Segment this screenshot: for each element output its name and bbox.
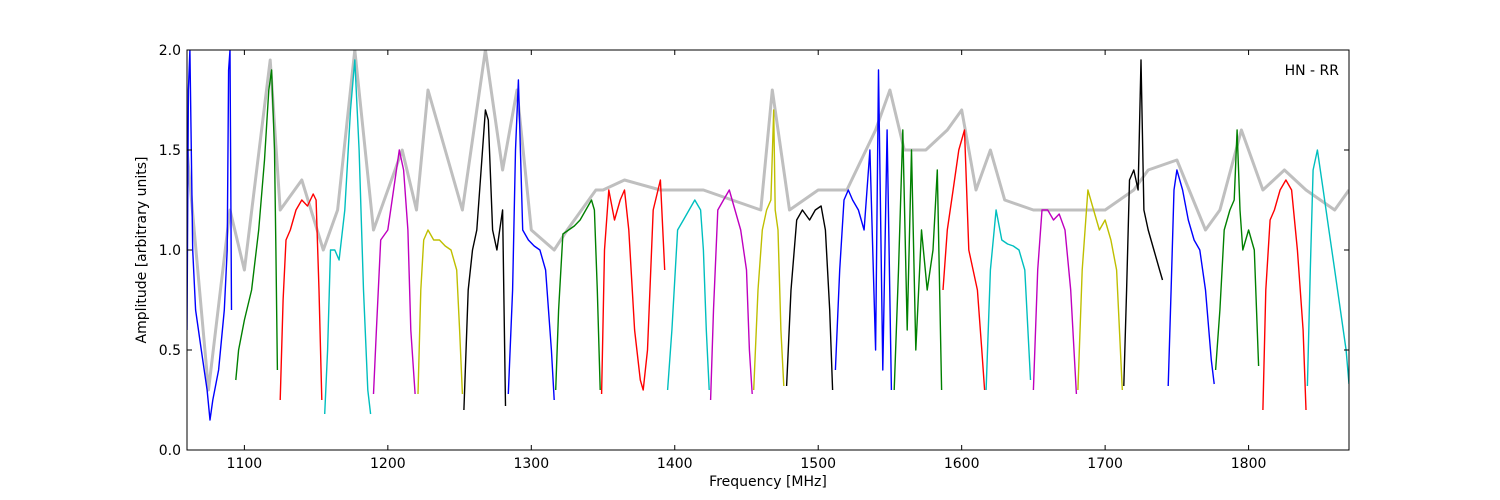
envelope-line bbox=[187, 50, 1349, 392]
x-tick-label: 1700 bbox=[1087, 456, 1123, 472]
annotation-label: HN - RR bbox=[1285, 63, 1340, 79]
series-line-3 bbox=[279, 193, 323, 401]
x-tick-label: 1200 bbox=[370, 456, 406, 472]
series-line-14 bbox=[785, 205, 834, 391]
x-tick-label: 1600 bbox=[944, 456, 980, 472]
series-line-8 bbox=[507, 79, 555, 401]
series-line-4 bbox=[324, 59, 372, 415]
y-tick-label: 2.0 bbox=[159, 43, 181, 59]
series-line-25 bbox=[1306, 149, 1349, 387]
series-line-17 bbox=[942, 129, 986, 391]
series-line-6 bbox=[417, 229, 464, 395]
series-line-24 bbox=[1262, 179, 1307, 411]
series-line-21 bbox=[1123, 59, 1164, 387]
y-axis-label: Amplitude [arbitrary units] bbox=[134, 157, 150, 344]
y-tick-label: 1.5 bbox=[159, 143, 181, 159]
x-tick-label: 1100 bbox=[227, 456, 263, 472]
series-line-10 bbox=[600, 179, 666, 395]
series-line-9 bbox=[555, 199, 601, 391]
y-tick-label: 1.0 bbox=[159, 243, 181, 259]
series-line-13 bbox=[753, 109, 785, 391]
series-line-1 bbox=[187, 50, 233, 421]
series-line-15 bbox=[834, 69, 893, 391]
x-tick-label: 1400 bbox=[657, 456, 693, 472]
x-axis-label: Frequency [MHz] bbox=[709, 474, 827, 490]
series-line-23 bbox=[1214, 129, 1260, 371]
series-line-22 bbox=[1167, 169, 1215, 387]
x-tick-label: 1500 bbox=[800, 456, 836, 472]
x-tick-label: 1300 bbox=[513, 456, 549, 472]
series-line-19 bbox=[1032, 209, 1078, 395]
series-line-16 bbox=[893, 129, 943, 391]
series-line-18 bbox=[985, 209, 1032, 391]
data-layer bbox=[187, 50, 1349, 421]
series-line-7 bbox=[463, 109, 507, 411]
series-line-5 bbox=[372, 149, 416, 395]
series-line-20 bbox=[1077, 189, 1123, 391]
x-tick-label: 1800 bbox=[1231, 456, 1267, 472]
y-tick-label: 0.0 bbox=[159, 443, 181, 459]
y-tick-label: 0.5 bbox=[159, 343, 181, 359]
series-line-11 bbox=[666, 199, 710, 391]
series-line-12 bbox=[709, 189, 753, 401]
series-line-2 bbox=[235, 69, 279, 381]
tick-layer: 1100 1200 1300 1400 1500 1600 1700 1800 0.0 0.5 1.… bbox=[159, 43, 1349, 472]
